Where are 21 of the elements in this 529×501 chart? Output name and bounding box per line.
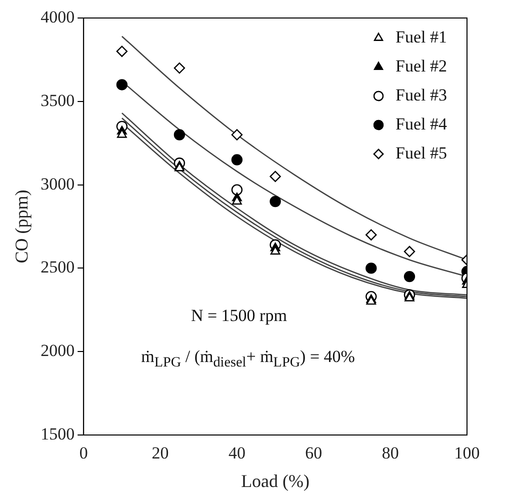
- legend-label: Fuel #3: [396, 85, 448, 104]
- y-axis-title: CO (ppm): [12, 190, 32, 264]
- legend-label: Fuel #4: [396, 114, 448, 134]
- x-tick-label: 40: [228, 444, 246, 463]
- x-axis-title: Load (%): [241, 470, 310, 491]
- y-tick-label: 3000: [40, 174, 75, 194]
- y-tick-label: 2500: [40, 258, 75, 277]
- annotation: N = 1500 rpm: [190, 306, 287, 326]
- x-tick-label: 80: [382, 444, 399, 463]
- legend-label: Fuel #5: [396, 143, 448, 162]
- x-tick-label: 100: [454, 444, 480, 463]
- x-tick-label: 0: [79, 444, 88, 463]
- x-tick-label: 60: [305, 444, 322, 463]
- legend-label: Fuel #1: [396, 27, 448, 46]
- y-tick-label: 4000: [40, 7, 75, 26]
- annotation: ṁ$_{LPG}$ / (ṁ$_{diesel}$+ ṁ$_{LPG}$) = 40%: [141, 347, 355, 372]
- y-tick-label: 2000: [40, 341, 75, 360]
- legend-label: Fuel #2: [396, 56, 448, 76]
- x-tick-label: 20: [152, 444, 169, 463]
- y-tick-label: 1500: [40, 424, 75, 444]
- y-tick-label: 3500: [40, 90, 75, 110]
